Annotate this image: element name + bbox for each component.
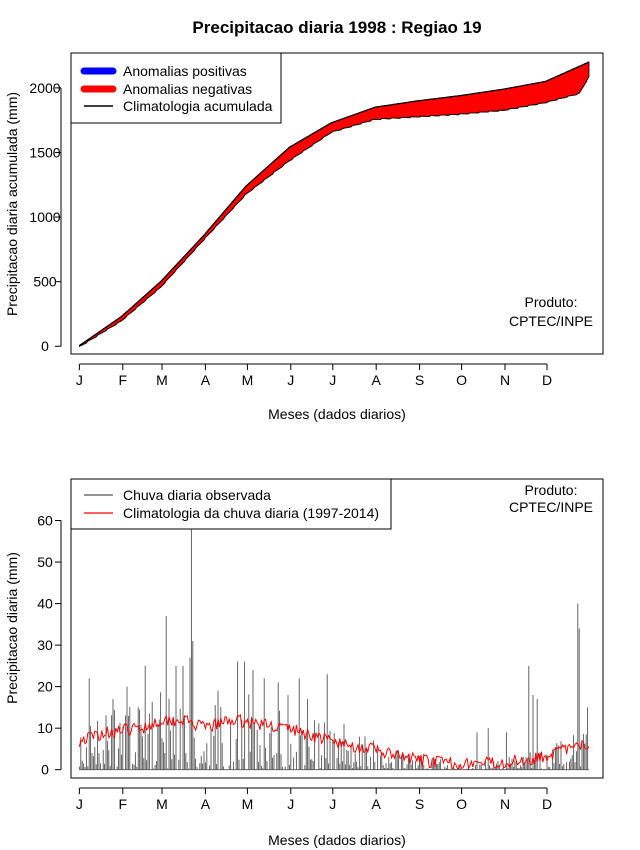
bottom-product-source: CPTEC/INPE xyxy=(509,499,593,515)
bottom-y-tick-label: 50 xyxy=(37,554,53,570)
bottom-x-tick-label: J xyxy=(329,796,336,812)
bottom-y-tick-label: 40 xyxy=(37,596,53,612)
top-product-label: Produto: xyxy=(525,294,578,310)
top-y-axis: 0 500 1000 1500 2000 xyxy=(29,80,62,354)
top-y-tick-label: 1000 xyxy=(29,209,60,225)
top-x-tick-label: J xyxy=(287,372,294,388)
bottom-x-tick-label: M xyxy=(156,796,168,812)
bottom-y-tick-label: 0 xyxy=(41,762,49,778)
bottom-y-tick-label: 20 xyxy=(37,679,53,695)
bottom-y-axis: 0 10 20 30 40 50 60 xyxy=(37,513,62,778)
climatology-daily-line xyxy=(78,713,590,771)
top-panel: 0 500 1000 1500 2000 J F M A M J J A S O N D Precipitac… xyxy=(4,52,604,422)
top-y-tick-label: 500 xyxy=(33,274,57,290)
top-x-tick-label: S xyxy=(415,372,424,388)
top-y-tick-label: 2000 xyxy=(29,80,60,96)
top-x-tick-label: N xyxy=(500,372,510,388)
bottom-x-tick-label: J xyxy=(76,796,83,812)
bottom-product-label: Produto: xyxy=(525,482,578,498)
observed-daily-bars xyxy=(78,524,589,770)
top-x-axis-label: Meses (dados diarios) xyxy=(268,406,406,422)
chart-title: Precipitacao diaria 1998 : Regiao 19 xyxy=(192,18,481,37)
legend-negative-label: Anomalias negativas xyxy=(123,81,252,97)
bottom-x-tick-label: M xyxy=(242,796,254,812)
bottom-x-tick-label: F xyxy=(119,796,128,812)
legend-climatology-label: Climatologia acumulada xyxy=(123,98,273,114)
top-x-tick-label: J xyxy=(329,372,336,388)
top-x-tick-label: J xyxy=(76,372,83,388)
top-x-tick-label: A xyxy=(201,372,211,388)
bottom-x-tick-label: S xyxy=(415,796,424,812)
top-y-axis-label: Precipitacao diaria acumulada (mm) xyxy=(4,92,20,316)
bottom-y-tick-label: 10 xyxy=(37,720,53,736)
legend-positive-label: Anomalias positivas xyxy=(123,63,247,79)
top-plot-frame xyxy=(70,52,604,355)
bottom-x-tick-label: J xyxy=(287,796,294,812)
top-x-tick-label: F xyxy=(119,372,128,388)
top-x-tick-label: M xyxy=(156,372,168,388)
top-x-tick-label: M xyxy=(242,372,254,388)
legend-observed-label: Chuva diaria observada xyxy=(123,487,271,503)
bottom-x-tick-label: A xyxy=(201,796,211,812)
climatology-accumulated-line xyxy=(79,61,590,347)
bottom-x-tick-label: N xyxy=(500,796,510,812)
bottom-y-axis-label: Precipitacao diaria (mm) xyxy=(4,552,20,704)
bottom-y-tick-label: 30 xyxy=(37,637,53,653)
top-legend: Anomalias positivas Anomalias negativas … xyxy=(70,52,282,124)
bottom-panel: 0 10 20 30 40 50 60 J F M A M J J A S O N D Precipitacao … xyxy=(4,478,604,848)
top-x-tick-label: D xyxy=(542,372,552,388)
top-y-tick-label: 0 xyxy=(41,338,49,354)
observed-accumulated-line xyxy=(79,76,590,347)
bottom-x-tick-label: A xyxy=(372,796,382,812)
top-x-tick-label: O xyxy=(456,372,467,388)
legend-clim-daily-label: Climatologia da chuva diaria (1997-2014) xyxy=(123,505,379,521)
bottom-legend-box xyxy=(70,478,392,530)
bottom-legend: Chuva diaria observada Climatologia da c… xyxy=(70,478,392,530)
bottom-x-tick-label: O xyxy=(456,796,467,812)
bottom-x-axis-label: Meses (dados diarios) xyxy=(268,832,406,848)
top-y-tick-label: 1500 xyxy=(29,144,60,160)
bottom-x-tick-label: D xyxy=(542,796,552,812)
bottom-y-tick-label: 60 xyxy=(37,513,53,529)
top-x-tick-label: A xyxy=(372,372,382,388)
top-product-source: CPTEC/INPE xyxy=(509,313,593,329)
